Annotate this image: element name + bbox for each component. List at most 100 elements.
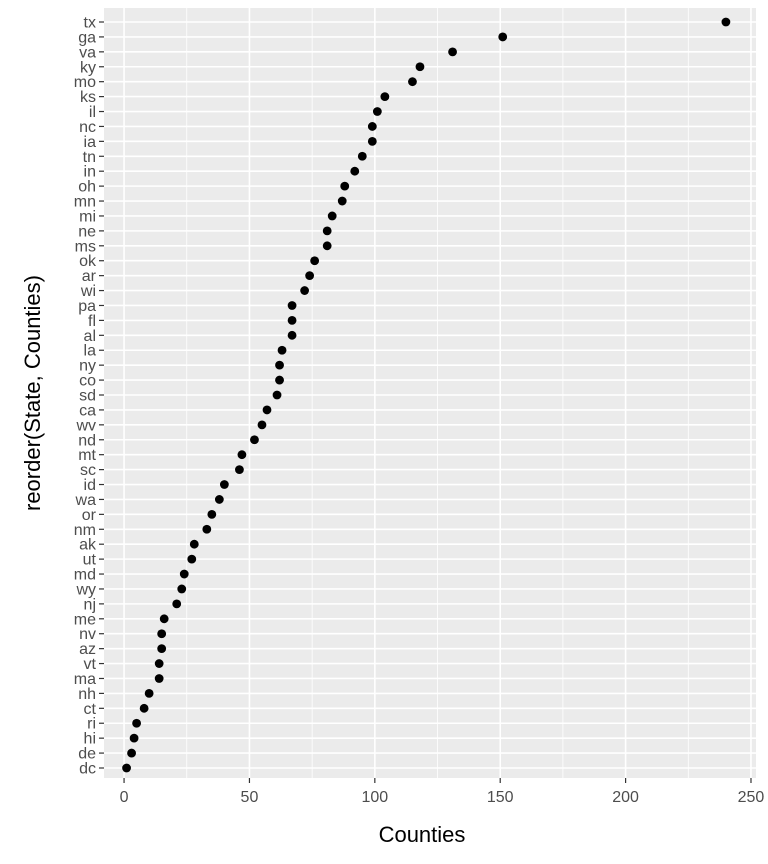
y-tick-label-ri: ri [87, 716, 96, 733]
y-tick-label-sd: sd [79, 388, 96, 405]
point-wi [300, 286, 310, 295]
y-tick-label-ny: ny [79, 358, 96, 375]
point-az [157, 644, 167, 654]
y-tick-label-ak: ak [79, 537, 97, 554]
point-fl [287, 316, 297, 325]
y-tick-label-tn: tn [83, 149, 96, 166]
point-oh [340, 181, 350, 191]
point-ak [189, 539, 199, 549]
y-tick-label-nc: nc [79, 119, 96, 136]
y-tick-label-ks: ks [80, 89, 96, 106]
point-la [277, 345, 287, 355]
point-nj [172, 599, 182, 609]
point-va [448, 47, 457, 57]
point-nd [250, 435, 259, 445]
point-wy [177, 584, 187, 594]
y-tick-label-va: va [79, 44, 96, 61]
y-tick-label-nv: nv [79, 626, 96, 643]
point-ga [498, 32, 508, 42]
point-al [287, 330, 297, 340]
y-tick-label-id: id [84, 477, 96, 494]
y-tick-label-dc: dc [79, 761, 96, 778]
y-tick-label-fl: fl [88, 313, 96, 330]
y-axis-ticks: txgavakymoksilnciatninohmnminemsokarwipa… [74, 15, 104, 778]
point-ms [322, 241, 332, 251]
point-vt [154, 659, 164, 668]
x-tick-label: 100 [361, 789, 388, 806]
point-dc [122, 763, 131, 773]
point-tn [357, 151, 367, 161]
y-tick-label-nd: nd [78, 432, 96, 449]
point-nm [202, 524, 212, 534]
y-tick-label-il: il [89, 104, 96, 121]
point-co [275, 375, 284, 385]
y-tick-label-mn: mn [74, 194, 96, 211]
y-tick-label-md: md [74, 567, 96, 584]
point-ne [322, 226, 332, 236]
y-tick-label-ga: ga [78, 29, 96, 46]
y-tick-label-co: co [79, 373, 96, 390]
y-axis-title: reorder(State, Counties) [20, 275, 45, 511]
data-points [122, 17, 731, 773]
point-nc [367, 122, 377, 131]
point-nv [157, 629, 167, 639]
point-il [372, 107, 382, 116]
y-tick-label-de: de [78, 746, 96, 763]
y-tick-label-ky: ky [80, 59, 96, 76]
point-ct [139, 703, 149, 713]
y-tick-label-mo: mo [74, 74, 96, 91]
y-tick-label-wv: wv [75, 417, 96, 434]
point-sc [235, 465, 244, 474]
point-tx [721, 17, 731, 27]
x-tick-label: 50 [241, 789, 259, 806]
point-mo [408, 77, 417, 87]
x-tick-label: 150 [487, 789, 514, 806]
y-tick-label-wi: wi [80, 283, 96, 300]
y-tick-label-wy: wy [75, 581, 96, 598]
y-tick-label-mi: mi [79, 208, 96, 225]
y-tick-label-ne: ne [78, 223, 96, 240]
point-hi [129, 733, 139, 743]
y-tick-label-ct: ct [84, 701, 97, 718]
y-tick-label-nm: nm [74, 522, 96, 539]
y-tick-label-az: az [79, 641, 96, 658]
point-me [159, 614, 169, 624]
y-tick-label-pa: pa [78, 298, 96, 315]
x-tick-label: 0 [120, 789, 129, 806]
point-md [179, 569, 189, 579]
point-mt [237, 450, 247, 460]
point-ny [275, 360, 284, 370]
y-tick-label-ma: ma [74, 671, 96, 688]
point-in [350, 166, 360, 176]
x-tick-label: 250 [738, 789, 765, 806]
point-mi [327, 211, 337, 221]
point-de [127, 748, 136, 758]
point-ks [380, 92, 390, 101]
y-tick-label-sc: sc [80, 462, 96, 479]
y-tick-label-or: or [82, 507, 97, 524]
plot-panel [104, 8, 756, 778]
y-tick-label-in: in [84, 164, 96, 181]
x-axis-ticks: 0 50 100 150 200 250 [120, 778, 765, 806]
point-sd [272, 390, 282, 400]
point-wa [214, 495, 224, 504]
point-id [219, 480, 229, 489]
y-tick-label-al: al [84, 328, 96, 345]
y-tick-label-hi: hi [84, 731, 96, 748]
point-ut [187, 554, 197, 564]
y-tick-label-nh: nh [78, 686, 96, 703]
y-tick-label-ca: ca [79, 402, 96, 419]
x-axis-title: Counties [379, 822, 466, 847]
y-tick-label-ok: ok [79, 253, 97, 270]
point-ca [262, 405, 272, 415]
x-tick-label: 200 [612, 789, 639, 806]
point-ma [154, 674, 164, 683]
grid-minor [186, 8, 689, 778]
point-mn [337, 196, 347, 206]
grid-major [104, 8, 756, 778]
y-tick-label-vt: vt [84, 656, 97, 673]
y-tick-label-oh: oh [78, 179, 96, 196]
y-tick-label-me: me [74, 611, 96, 628]
y-tick-label-ia: ia [84, 134, 97, 151]
